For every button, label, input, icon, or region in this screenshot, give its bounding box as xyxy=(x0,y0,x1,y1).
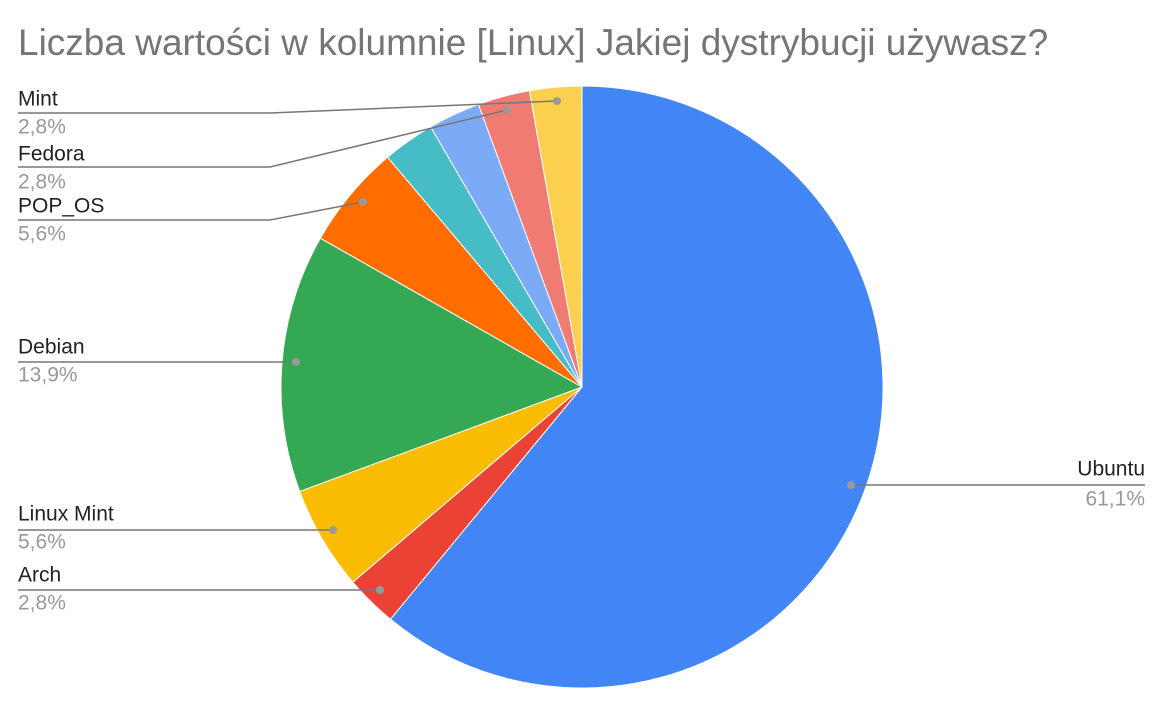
slice-value-label: 61,1% xyxy=(1085,488,1145,511)
slice-label: Arch xyxy=(18,564,61,587)
slice-value-label: 2,8% xyxy=(18,116,66,139)
slice-value-label: 2,8% xyxy=(18,592,66,615)
leader-dot xyxy=(292,358,300,366)
slice-label: Fedora xyxy=(18,143,85,166)
slice-value-label: 13,9% xyxy=(18,364,78,387)
slice-label: Mint xyxy=(18,88,58,111)
leader-dot xyxy=(503,106,511,114)
leader-dot xyxy=(376,586,384,594)
leader-dot xyxy=(847,481,855,489)
slice-value-label: 2,8% xyxy=(18,171,66,194)
slice-label: Linux Mint xyxy=(18,503,114,526)
leader-dot xyxy=(553,97,561,105)
chart-title: Liczba wartości w kolumnie [Linux] Jakie… xyxy=(18,22,1048,63)
leader-dot xyxy=(329,526,337,534)
slice-value-label: 5,6% xyxy=(18,223,66,246)
slice-label: POP_OS xyxy=(18,195,104,218)
leader-line xyxy=(18,100,558,114)
leader-dot xyxy=(359,198,367,206)
pie-slice xyxy=(389,85,884,689)
slice-label: Ubuntu xyxy=(1077,458,1145,481)
slice-value-label: 5,6% xyxy=(18,531,66,554)
leader-line xyxy=(18,201,364,221)
slice-label: Debian xyxy=(18,336,85,359)
pie-slice xyxy=(528,85,583,388)
leader-line xyxy=(18,109,508,168)
